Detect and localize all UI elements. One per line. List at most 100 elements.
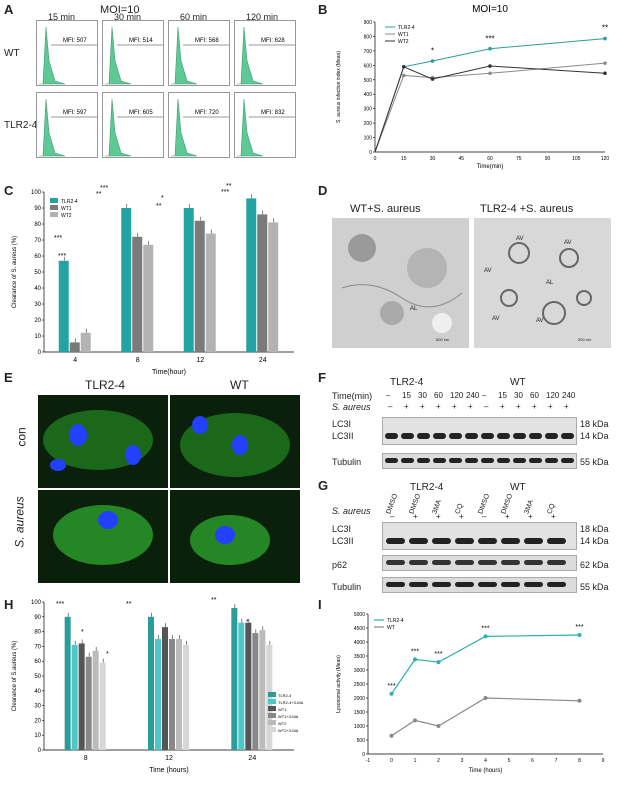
lane-time: 240 [562,391,576,400]
x-tick-label: 15 [401,156,407,162]
kda-label: 18 kDa [580,524,609,534]
bar [257,214,268,352]
blot-band [465,433,478,439]
histogram-peak [171,98,198,157]
blot-band [478,582,497,587]
mfi-label: MFI: 597 [63,110,87,116]
significance: ** [211,597,217,604]
mfi-label: MFI: 605 [129,110,153,116]
band-label: p62 [332,560,348,570]
lane-sa: + [551,512,556,521]
significance: *** [481,625,489,632]
y-tick-label: 600 [364,63,373,69]
bar [58,260,69,352]
lane-sa: + [468,402,473,411]
histogram-plot: MFI: 605 [102,92,164,158]
legend-label: WT [387,625,395,631]
legend-swatch [268,713,276,718]
bar [78,643,85,750]
lane-sa: + [532,402,537,411]
y-tick-label: 60 [34,659,41,665]
x-tick-label: 0 [374,156,377,162]
series-line [374,62,606,153]
histogram-svg: MFI: 507 [39,26,97,85]
x-tick-label: 120 [601,156,610,162]
legend-swatch [268,699,276,704]
bar [162,627,168,750]
row-label: TLR2-4 [4,120,38,131]
blot-band [529,433,542,439]
mfi-label: MFI: 568 [195,38,219,44]
lane-sa: – [482,512,487,521]
y-tick-label: 3500 [354,654,365,660]
lane-sa: + [459,512,464,521]
blot-band [455,560,474,565]
blot-band [497,433,510,439]
y-tick-label: 0 [369,150,372,156]
x-tick-label: 4 [73,357,77,364]
y-tick-label: 5000 [354,612,365,618]
series-line [374,38,606,153]
blot-band [417,458,430,463]
x-tick-label: 8 [136,357,140,364]
histogram-peak [105,26,132,85]
legend-label: WT2 [61,213,72,219]
blot-band [501,582,520,587]
bar [132,236,143,352]
legend-swatch [268,706,276,711]
av-label-3: AV [484,268,492,274]
histogram-svg: MFI: 628 [237,26,295,85]
chart-h: 0 10 20 30 40 50 60 70 80 90 100 8 12 24 Time (hours) C… [12,597,304,774]
y-tick-label: 4500 [354,626,365,632]
data-point [413,718,417,723]
kda-label: 14 kDa [580,431,609,441]
significance: *** [56,601,64,608]
blot-band [401,458,414,463]
av-label-2: AV [564,240,572,246]
blot-band [481,433,494,439]
lane-time: 120 [450,391,464,400]
y-tick-label: 80 [34,630,41,636]
significance: * [246,619,249,626]
legend-swatch [268,720,276,725]
bar [183,208,194,352]
blot-band [524,538,543,544]
lane-sa: + [420,402,425,411]
significance: *** [575,624,583,631]
chart-c: 0 10 20 30 40 50 60 70 80 90 100 4 8 12 24 Time(hour) Cl… [12,183,294,376]
legend-swatch [50,198,58,203]
blot-strip-lc3 [382,417,577,445]
blot-band [497,458,510,463]
lane-sa: + [564,402,569,411]
significance: ** [602,23,608,32]
blot-band [478,538,497,544]
bar [205,233,216,352]
panel-letter-d: D [318,183,328,198]
lane-sa: + [404,402,409,411]
data-point [401,73,406,78]
data-point [603,61,607,65]
blot-band [455,538,474,544]
x-tick-label: 8 [84,755,88,762]
bar [266,644,273,750]
time-label: 60 min [180,12,208,22]
y-tick-label: 10 [34,733,41,739]
significance: *** [100,185,108,192]
sa-row-label: S. aureus [332,402,371,412]
blot-strip-tubulin [382,453,577,469]
significance: * [161,195,164,202]
time-label: 15 min [48,12,76,22]
chart-i: 0 500 1000 1500 2000 2500 3000 3500 4000 4500 5000… [336,612,605,774]
histogram-peak [105,98,132,157]
y-tick-label: 500 [357,738,366,744]
group-label: WT [510,482,526,493]
legend-label: TLR2-4 [61,199,78,205]
bar [99,662,106,750]
group-label: WT [510,377,526,388]
blot-band [386,582,405,587]
blot-band [481,458,494,463]
y-tick-label: 1000 [354,724,365,730]
bar [238,622,245,750]
legend-label: WT1 [398,32,409,38]
x-tick-label: 24 [248,755,256,762]
